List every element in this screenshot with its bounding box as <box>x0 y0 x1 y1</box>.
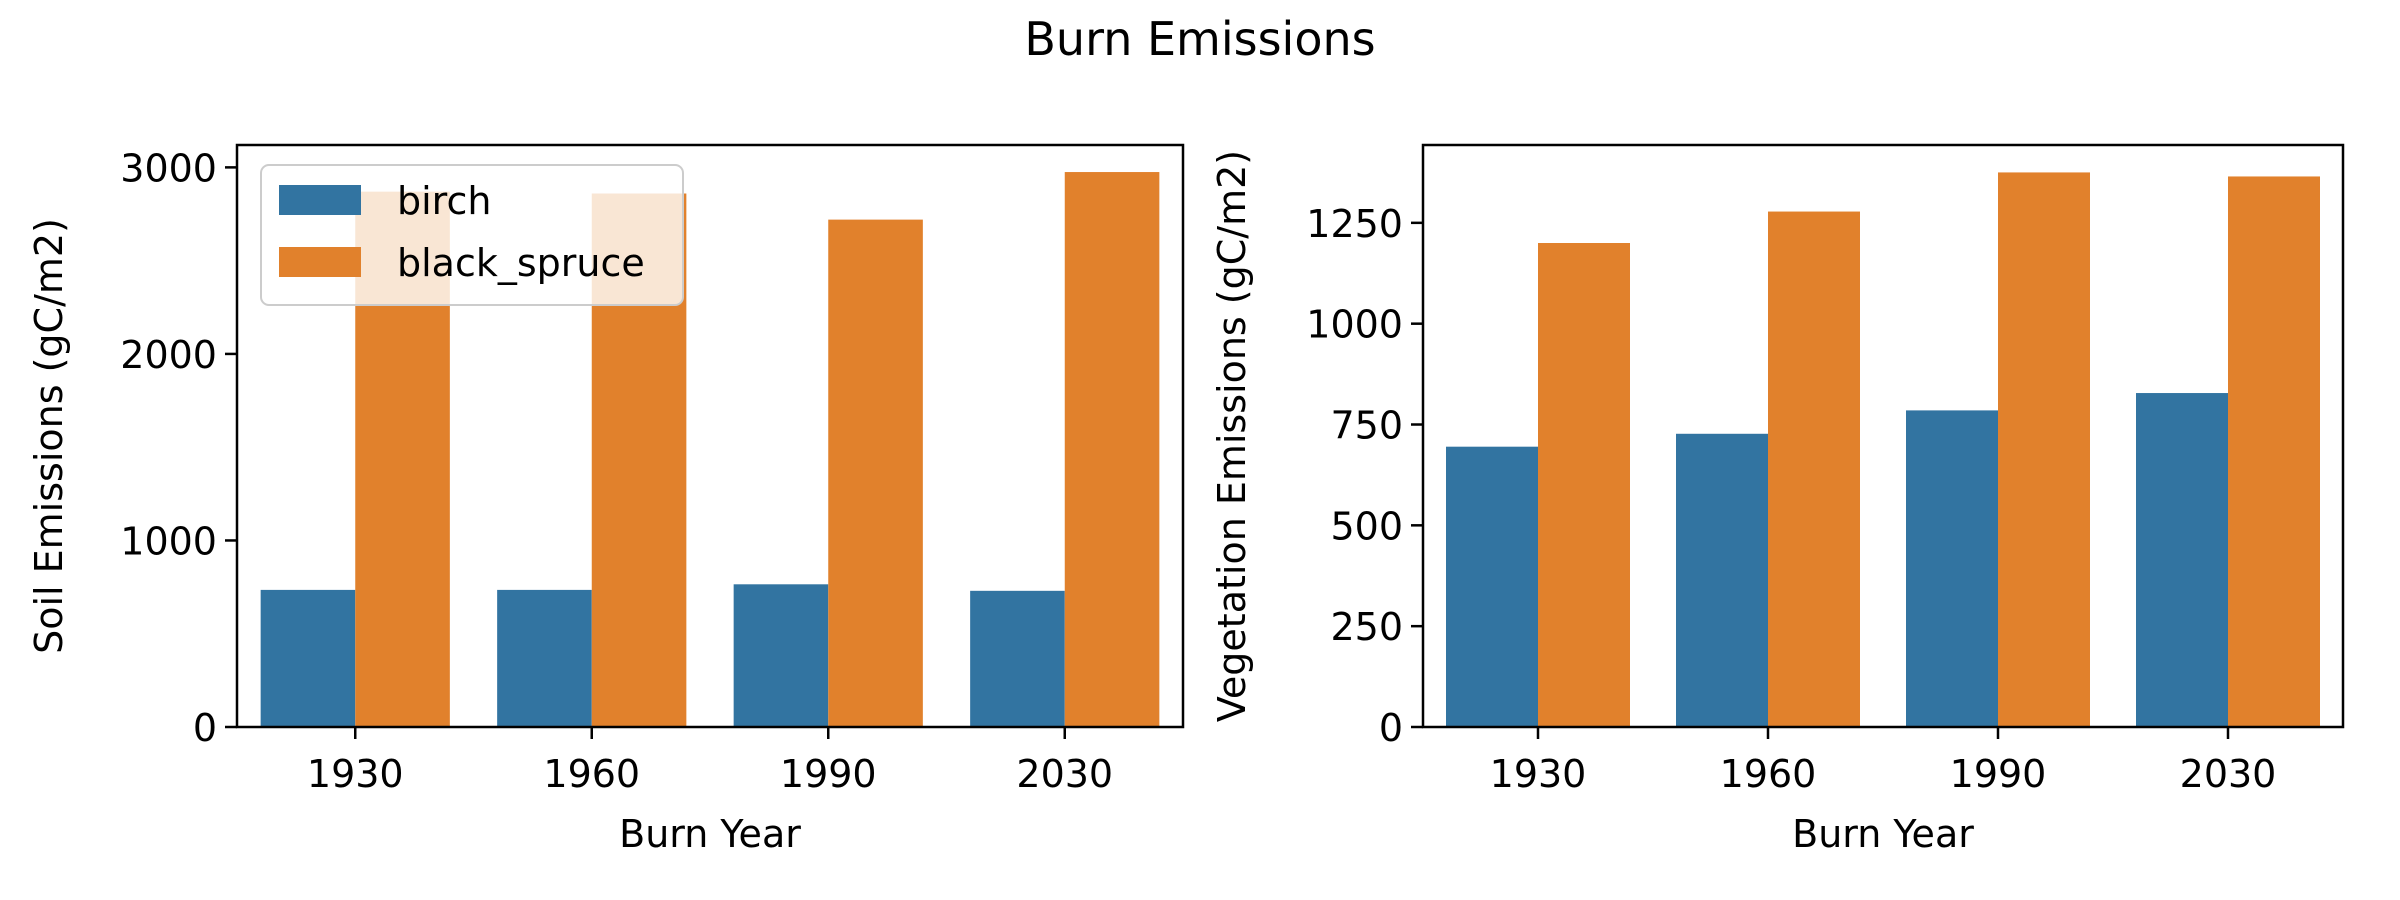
x-tick-label: 1960 <box>543 752 640 796</box>
y-tick-label: 500 <box>1330 504 1403 548</box>
bar-birch <box>1906 410 1998 727</box>
x-tick-label: 1930 <box>307 752 404 796</box>
axes-frame <box>235 143 1185 729</box>
y-axis-label: Vegetation Emissions (gC/m2) <box>1210 150 1254 722</box>
bar-black-spruce <box>1998 172 2090 727</box>
bar-black-spruce <box>1064 172 1160 727</box>
axes-frame <box>1421 143 2345 729</box>
bar-birch <box>1446 446 1538 727</box>
legend-swatch-black-spruce <box>279 247 361 277</box>
x-axis-label: Burn Year <box>1792 812 1974 856</box>
bar-birch <box>1676 433 1768 727</box>
figure-title: Burn Emissions <box>1024 12 1376 66</box>
x-tick-label: 2030 <box>1016 752 1113 796</box>
x-tick-label: 1990 <box>780 752 877 796</box>
x-tick-label: 1930 <box>1490 752 1587 796</box>
y-tick-label: 750 <box>1330 404 1403 448</box>
legend-label-birch: birch <box>397 179 491 223</box>
x-tick-label: 2030 <box>2180 752 2277 796</box>
bar-black-spruce <box>1538 243 1630 728</box>
legend-box <box>260 164 684 306</box>
y-tick-label: 3000 <box>120 146 217 190</box>
y-tick-label: 1000 <box>1306 303 1403 347</box>
y-axis-label: Soil Emissions (gC/m2) <box>27 218 71 654</box>
bar-birch <box>733 584 829 727</box>
legend-swatch-birch <box>279 185 361 215</box>
y-tick-label: 0 <box>1379 706 1403 750</box>
bar-black-spruce <box>2228 176 2320 727</box>
y-tick-label: 250 <box>1330 605 1403 649</box>
x-tick-label: 1990 <box>1950 752 2047 796</box>
y-tick-label: 1250 <box>1306 202 1403 246</box>
bar-birch <box>970 590 1065 727</box>
bar-birch <box>2136 393 2228 727</box>
bar-black-spruce <box>1768 211 1860 728</box>
bar-birch <box>497 589 592 727</box>
bar-birch <box>260 589 356 727</box>
bar-black-spruce <box>828 219 923 727</box>
y-tick-label: 2000 <box>120 333 217 377</box>
y-tick-label: 1000 <box>120 519 217 563</box>
x-axis-label: Burn Year <box>619 812 801 856</box>
y-tick-label: 0 <box>193 706 217 750</box>
legend-label-black-spruce: black_spruce <box>397 241 645 285</box>
x-tick-label: 1960 <box>1720 752 1817 796</box>
